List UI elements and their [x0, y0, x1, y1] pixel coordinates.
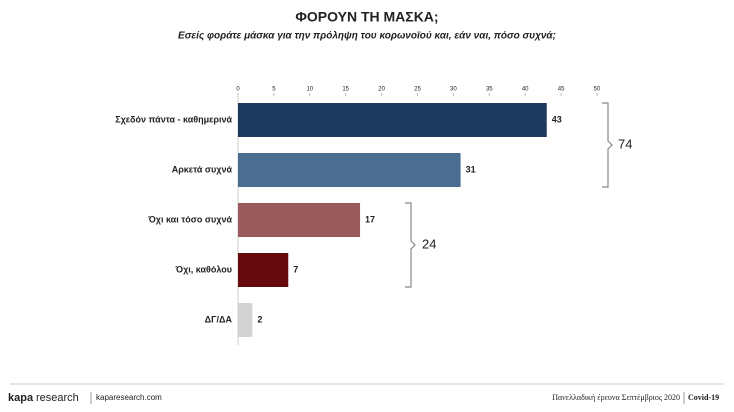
group-total: 74 — [618, 136, 632, 151]
bracket — [602, 102, 613, 188]
value-label: 31 — [466, 164, 476, 174]
bar — [238, 303, 253, 337]
bar — [238, 153, 461, 187]
bar — [238, 203, 361, 237]
category-label: ΔΓ/ΔΑ — [205, 314, 233, 324]
x-tick-label: 50 — [594, 87, 601, 93]
logo-research: research — [36, 392, 79, 404]
value-label: 7 — [293, 264, 298, 274]
value-label: 17 — [365, 214, 375, 224]
category-label: Όχι και τόσο συχνά — [147, 214, 232, 224]
footer-site: kaparesearch.com — [96, 393, 162, 402]
value-label: 43 — [552, 114, 562, 124]
x-tick-label: 10 — [306, 87, 313, 93]
chart-subtitle: Εσείς φοράτε μάσκα για την πρόληψη του κ… — [178, 31, 556, 42]
chart-title: ΦΟΡΟΥΝ ΤΗ ΜΑΣΚΑ; — [295, 9, 438, 25]
footer-survey: Πανελλαδική έρευνα Σεπτέμβριος 2020 — [552, 393, 680, 402]
bar — [238, 103, 547, 137]
x-tick-label: 20 — [378, 87, 385, 93]
x-tick-label: 15 — [342, 87, 349, 93]
category-label: Αρκετά συχνά — [172, 164, 233, 174]
bar — [238, 253, 289, 287]
category-label: Σχεδόν πάντα - καθημερινά — [115, 114, 232, 124]
footer-topic: Covid-19 — [688, 393, 719, 402]
category-label: Όχι, καθόλου — [175, 264, 232, 274]
x-tick-label: 5 — [272, 87, 276, 93]
group-total: 24 — [422, 236, 436, 251]
logo-kapa: kapa — [8, 392, 34, 404]
x-tick-label: 30 — [450, 87, 457, 93]
value-label: 2 — [257, 314, 262, 324]
x-tick-label: 45 — [558, 87, 565, 93]
x-tick-label: 35 — [486, 87, 493, 93]
x-tick-label: 40 — [522, 87, 529, 93]
bracket — [405, 202, 416, 288]
x-tick-label: 25 — [414, 87, 421, 93]
x-tick-label: 0 — [236, 87, 240, 93]
